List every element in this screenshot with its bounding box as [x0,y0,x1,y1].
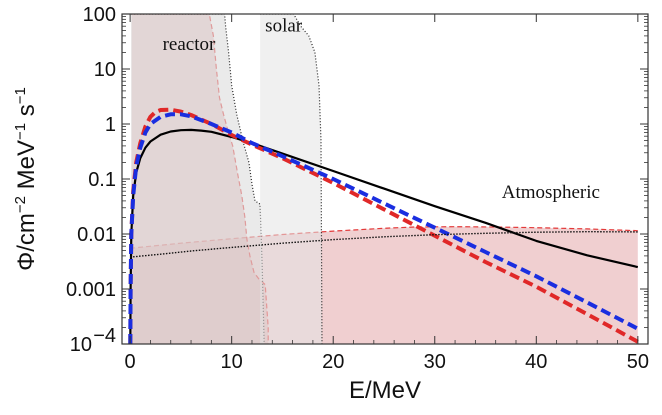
y-axis-title-exp2: −1 [12,123,29,140]
region-solar [131,14,265,344]
annotation-solar: solar [265,16,303,37]
x-axis-title: E/MeV [349,377,421,404]
y-tick-label: 0.01 [77,224,116,246]
flux-curve-3 [128,112,639,344]
x-tick-label: 10 [221,351,243,373]
region-annotations: reactor solar Atmospheric [163,16,600,204]
region-edge-solar-hep [260,14,323,344]
x-tick-label: 40 [525,351,547,373]
annotation-reactor: reactor [163,34,216,55]
y-tick-label: 0.1 [88,169,116,191]
y-tick-label-exponent: −4 [93,325,116,347]
x-tick-label: 30 [424,351,446,373]
region-edge-solar [131,14,265,344]
flux-curves [128,107,639,344]
y-axis-title-exp1: −2 [12,196,29,213]
flux-curve-4 [130,230,638,258]
y-axis-title-exp3: −1 [12,87,29,104]
y-axis-title-base: Φ/cm [13,213,40,271]
y-tick-label: 10 [94,59,116,81]
annotation-atmospheric: Atmospheric [502,182,600,203]
x-tick-label: 20 [322,351,344,373]
shaded-regions [130,14,638,344]
y-tick-label: 0.001 [66,279,116,301]
y-tick-label: 100 [83,4,116,26]
region-solar-hep [260,14,322,344]
y-axis-title-tail: s [13,104,40,123]
x-tick-label: 50 [627,351,649,373]
flux-curve-2 [128,107,639,344]
x-tick-label: 0 [125,351,136,373]
y-axis-title: Φ/cm−2 MeV−1 s−1 [12,87,40,271]
y-axis-title-mid: MeV [13,140,40,196]
y-tick-label: 10 [70,334,92,356]
y-tick-label: 1 [105,114,116,136]
